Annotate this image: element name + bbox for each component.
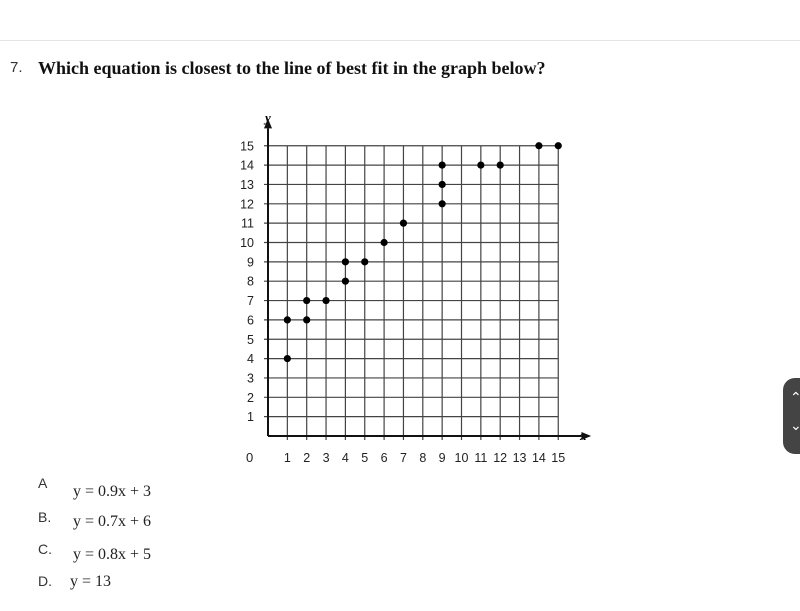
y-tick-label: 4 [247, 352, 254, 366]
x-tick-label: 15 [551, 451, 565, 465]
x-tick-label: 10 [455, 451, 469, 465]
y-tick-label: 1 [247, 410, 254, 424]
data-point [303, 296, 311, 305]
data-point [535, 142, 543, 150]
x-tick-label: 12 [493, 451, 507, 465]
x-axis-arrow [581, 432, 592, 440]
y-tick-label: 5 [247, 333, 254, 347]
option-a-equation[interactable]: y = 0.9x + 3 [73, 483, 152, 500]
x-tick-label: 11 [474, 451, 487, 465]
y-tick-label: 14 [240, 159, 254, 173]
data-point [554, 142, 562, 150]
y-tick-label: 10 [240, 236, 254, 250]
chevron-up-icon[interactable]: ⌃ [790, 390, 800, 406]
data-point [438, 161, 446, 169]
chevron-down-icon[interactable]: ⌄ [790, 418, 800, 434]
y-tick-label: 15 [240, 139, 254, 153]
y-tick-label: 7 [247, 294, 254, 308]
y-tick-label: 13 [240, 178, 254, 192]
y-tick-label: 6 [247, 313, 254, 327]
data-point [303, 316, 311, 324]
y-tick-label: 8 [247, 275, 254, 289]
x-tick-label: 4 [342, 451, 349, 465]
scatter-chart: y x 0 1234567891011121314151234567891011… [240, 110, 592, 465]
option-b-equation[interactable]: y = 0.7x + 6 [73, 513, 152, 530]
y-tick-label: 11 [241, 217, 254, 231]
question-number: 7. [10, 59, 23, 76]
x-tick-label: 9 [439, 451, 446, 465]
x-tick-label: 7 [400, 451, 407, 465]
option-a-letter[interactable]: A [38, 475, 48, 491]
option-d-letter[interactable]: D. [38, 573, 52, 589]
y-tick-label: 12 [240, 197, 254, 211]
x-tick-label: 14 [532, 451, 546, 465]
data-point [322, 296, 330, 305]
question-nav-control[interactable]: ⌃ ⌄ [783, 378, 800, 454]
y-axis-label: y [263, 110, 271, 125]
top-divider [0, 40, 800, 41]
data-point [399, 219, 408, 227]
x-tick-label: 2 [303, 451, 310, 465]
data-point [477, 161, 485, 169]
x-tick-label: 6 [381, 451, 388, 465]
x-tick-label: 1 [284, 451, 291, 465]
data-point [380, 238, 388, 247]
data-point [341, 258, 349, 266]
x-tick-label: 8 [419, 451, 426, 465]
y-tick-label: 3 [247, 371, 254, 385]
option-c-letter[interactable]: C. [38, 541, 52, 557]
option-b-letter[interactable]: B. [38, 509, 52, 525]
origin-label: 0 [246, 450, 253, 465]
x-tick-label: 13 [513, 451, 527, 465]
data-point [496, 161, 504, 169]
x-tick-label: 5 [361, 451, 368, 465]
question-text: Which equation is closest to the line of… [38, 58, 546, 78]
x-tick-label: 3 [323, 451, 330, 465]
data-point [361, 258, 369, 266]
data-point [438, 180, 446, 189]
data-point [438, 200, 446, 208]
data-point [283, 355, 291, 363]
data-point [283, 316, 291, 324]
y-axis-arrow [264, 118, 272, 129]
y-tick-label: 2 [247, 391, 254, 405]
option-d-equation[interactable]: y = 13 [70, 573, 112, 590]
option-c-equation[interactable]: y = 0.8x + 5 [73, 546, 152, 563]
y-tick-label: 9 [247, 255, 254, 269]
data-point [341, 277, 349, 285]
